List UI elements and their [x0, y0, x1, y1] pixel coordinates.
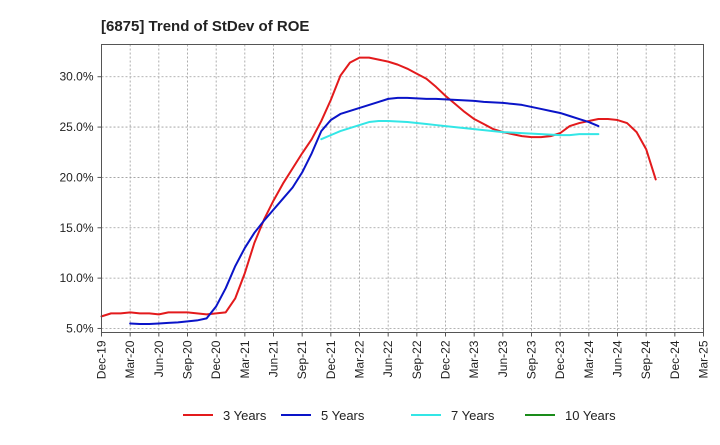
- x-tick-label: Sep-22: [410, 340, 424, 379]
- y-tick-label: 10.0%: [59, 271, 93, 285]
- x-tick-label: Sep-21: [295, 340, 309, 379]
- x-tick-label: Mar-24: [582, 340, 596, 378]
- x-tick-label: Mar-21: [238, 340, 252, 378]
- legend-label-7-years: 7 Years: [451, 408, 495, 423]
- x-tick-label: Jun-20: [152, 340, 166, 377]
- grid-lines: [101, 44, 704, 333]
- x-tick-label: Dec-24: [668, 340, 682, 379]
- series-line-3-years: [100, 56, 657, 318]
- x-tick-label: Jun-22: [381, 340, 395, 377]
- x-tick-label: Dec-22: [439, 340, 453, 379]
- y-tick-label: 20.0%: [59, 170, 93, 184]
- y-tick-label: 25.0%: [59, 120, 93, 134]
- x-tick-label: Jun-21: [267, 340, 281, 377]
- x-tick-label: Jun-23: [496, 340, 510, 377]
- series-line-7-years: [320, 120, 600, 141]
- x-tick-label: Sep-23: [525, 340, 539, 379]
- x-tick-label: Mar-25: [697, 340, 711, 378]
- series-lines: [100, 56, 657, 325]
- legend: 3 Years 5 Years 7 Years 10 Years: [183, 408, 616, 423]
- x-tick-label: Jun-24: [611, 340, 625, 377]
- plot-frame: [101, 44, 704, 333]
- x-tick-label: Mar-20: [123, 340, 137, 378]
- x-tick-label: Dec-20: [209, 340, 223, 379]
- chart-title: [6875] Trend of StDev of ROE: [101, 18, 309, 35]
- y-tick-label: 15.0%: [59, 221, 93, 235]
- plot-area: [101, 44, 704, 333]
- x-tick-label: Dec-19: [95, 340, 109, 379]
- x-tick-label: Mar-22: [353, 340, 367, 378]
- x-axis: Dec-19 Mar-20 Jun-20 Sep-20 Dec-20 Mar-21 Jun-…: [95, 332, 711, 379]
- y-tick-label: 30.0%: [59, 70, 93, 84]
- x-tick-label: Dec-23: [553, 340, 567, 379]
- x-tick-label: Dec-21: [324, 340, 338, 379]
- legend-label-3-years: 3 Years: [223, 408, 267, 423]
- x-tick-label: Sep-20: [181, 340, 195, 379]
- y-axis: 5.0% 10.0% 15.0% 20.0% 25.0% 30.0%: [59, 70, 102, 335]
- series-line-5-years: [129, 96, 600, 325]
- x-tick-label: Sep-24: [639, 340, 653, 379]
- legend-label-5-years: 5 Years: [321, 408, 365, 423]
- y-tick-label: 5.0%: [66, 321, 94, 335]
- legend-label-10-years: 10 Years: [565, 408, 616, 423]
- x-tick-label: Mar-23: [467, 340, 481, 378]
